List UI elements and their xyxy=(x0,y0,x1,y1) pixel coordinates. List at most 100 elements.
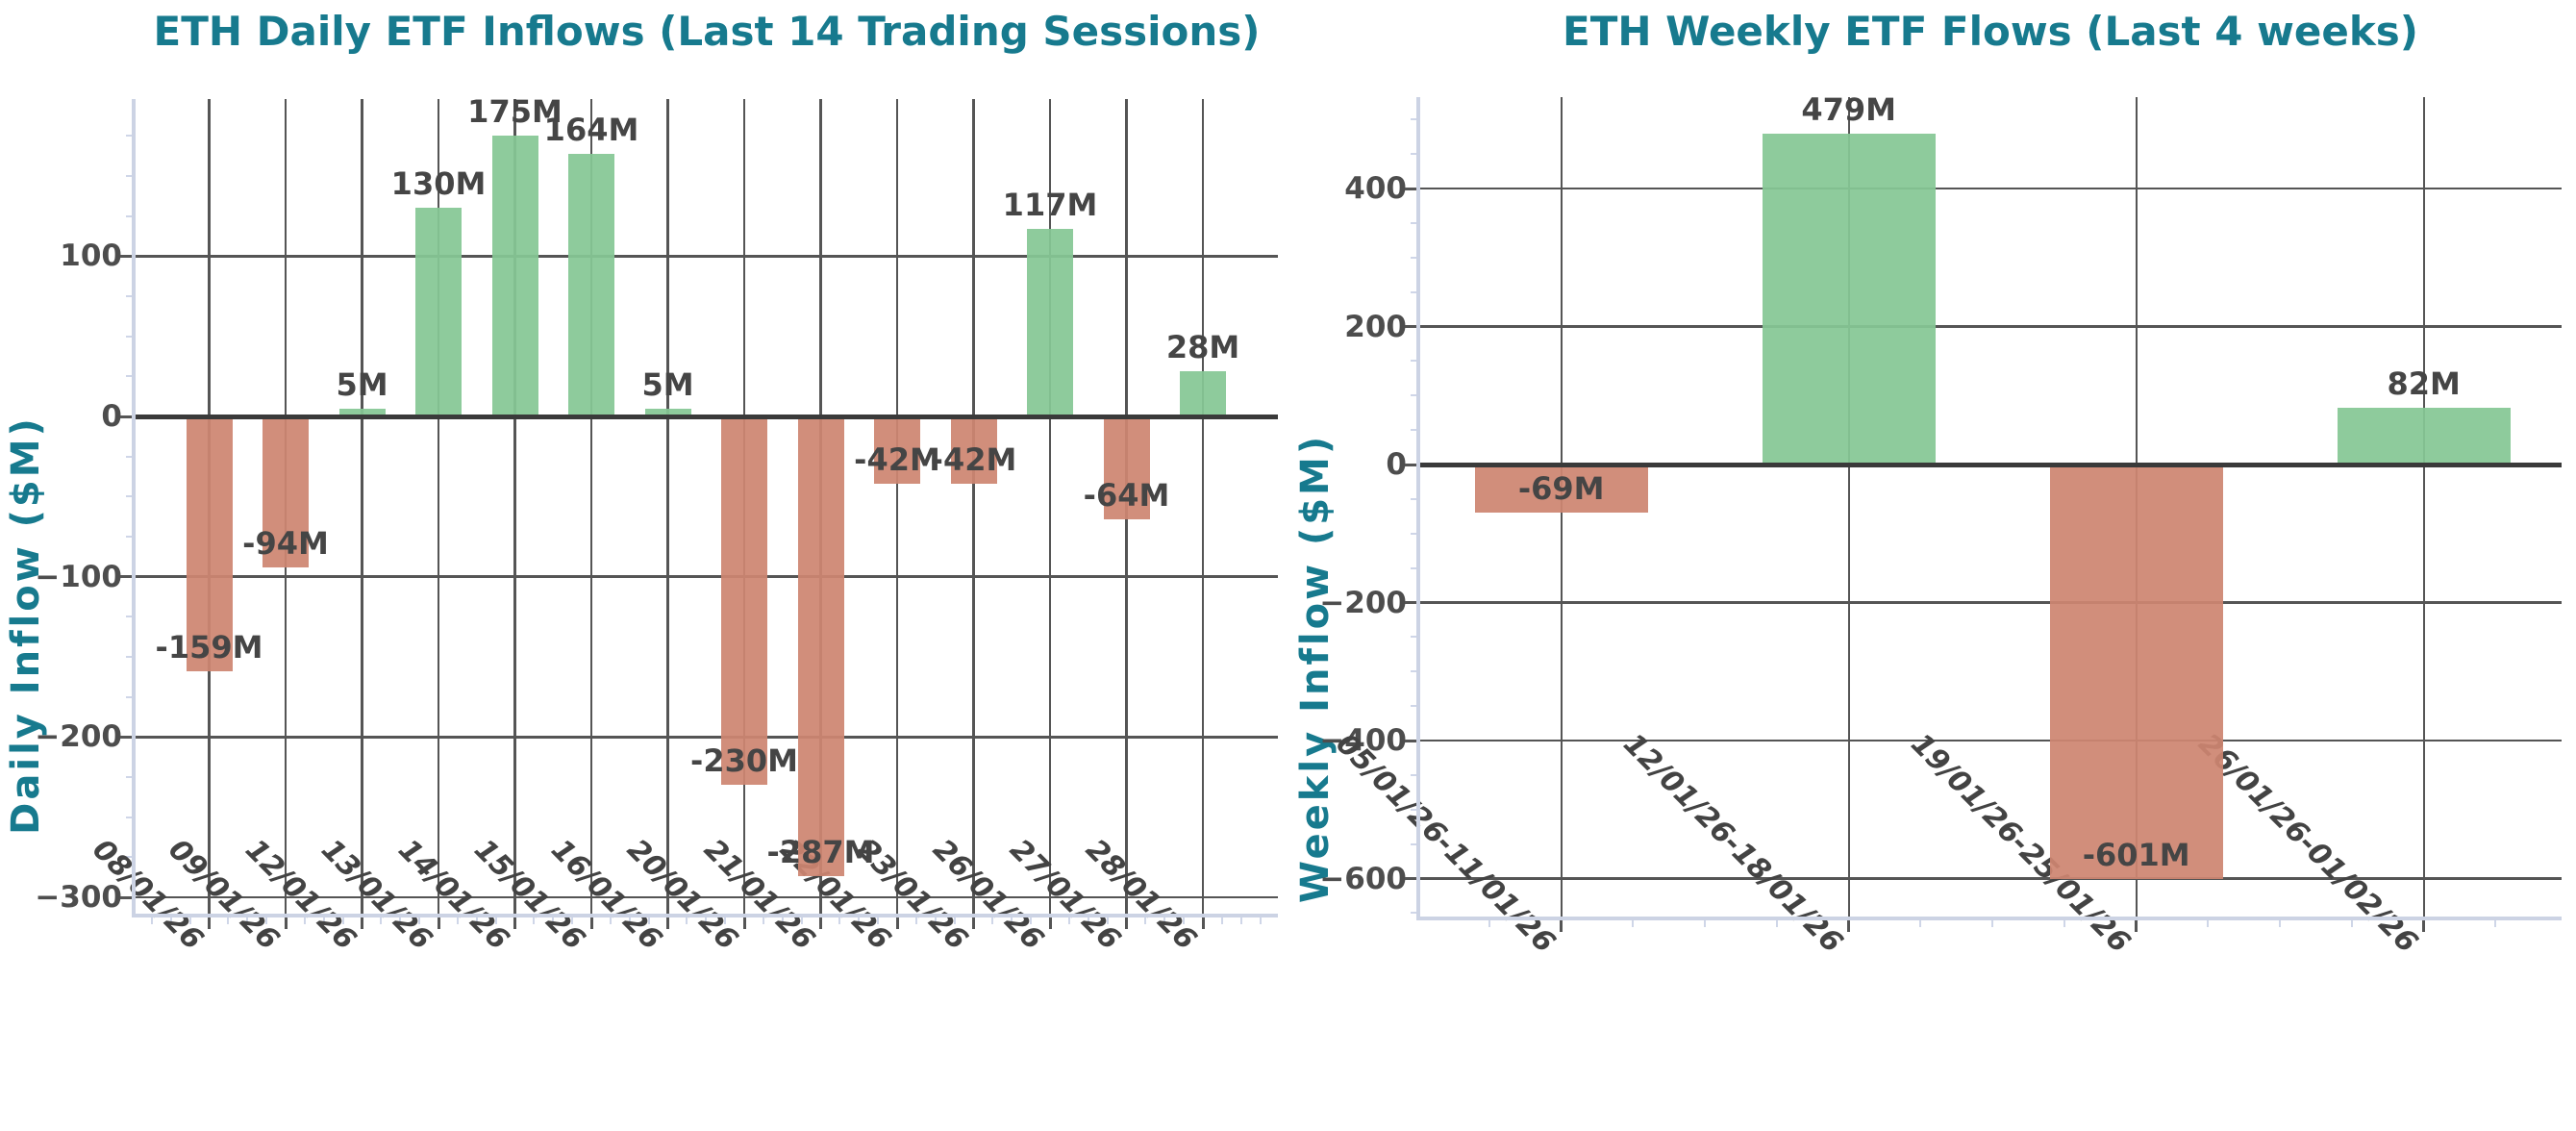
y-minor-tick xyxy=(126,294,132,297)
daily-chart-plot-area: -159M -94M 5M 130M 175M 164M 5M -230M -287M -42M -… xyxy=(35,93,1278,957)
x-minor-tick xyxy=(686,917,688,924)
bar-value-label: 117M xyxy=(1002,186,1098,223)
v-gridline xyxy=(1048,99,1052,914)
v-gridline xyxy=(361,99,363,914)
y-minor-tick xyxy=(1411,118,1416,121)
bottom-axis-spine xyxy=(132,914,1278,917)
x-minor-tick xyxy=(1106,917,1109,924)
x-major-tick xyxy=(513,917,516,929)
h-gridline xyxy=(1420,739,2562,742)
x-major-tick xyxy=(1560,920,1563,932)
x-minor-tick xyxy=(571,917,574,924)
x-minor-tick xyxy=(2279,920,2282,927)
x-minor-tick xyxy=(1067,917,1070,924)
x-minor-tick xyxy=(399,917,402,924)
x-minor-tick xyxy=(227,917,230,924)
x-tick-label: 05/01/26-11/01/26 xyxy=(1329,727,1562,960)
negative-bar xyxy=(1103,416,1150,519)
bar-value-label: 82M xyxy=(2387,365,2461,403)
x-minor-tick xyxy=(628,917,631,924)
x-minor-tick xyxy=(1220,917,1223,924)
daily-y-axis-label: Daily Inflow ($M) xyxy=(4,415,48,835)
x-minor-tick xyxy=(1163,917,1166,924)
x-minor-tick xyxy=(380,917,383,924)
y-major-tick xyxy=(1405,325,1416,328)
h-gridline xyxy=(136,575,1278,578)
y-tick-label: −100 xyxy=(35,559,122,594)
h-gridline xyxy=(1420,187,2562,190)
daily-chart-title: ETH Daily ETF Inflows (Last 14 Trading S… xyxy=(153,8,1261,55)
y-minor-tick xyxy=(1411,808,1416,811)
positive-bar xyxy=(415,208,462,416)
y-minor-tick xyxy=(126,214,132,217)
x-minor-tick xyxy=(475,917,478,924)
bar-value-label: -230M xyxy=(690,742,798,780)
bar-value-label: 479M xyxy=(1801,91,1897,129)
negative-bar xyxy=(797,416,844,877)
bar-value-label: 130M xyxy=(390,165,487,203)
x-major-tick xyxy=(589,917,593,929)
bar-value-label: 5M xyxy=(641,365,694,403)
y-minor-tick xyxy=(126,536,132,538)
x-major-tick xyxy=(1048,917,1052,929)
y-tick-label: 100 xyxy=(60,239,122,274)
y-minor-tick xyxy=(1411,153,1416,156)
y-minor-tick xyxy=(1411,842,1416,845)
x-minor-tick xyxy=(877,917,880,924)
positive-bar xyxy=(1762,134,1936,465)
x-minor-tick xyxy=(647,917,650,924)
y-major-tick xyxy=(120,415,132,418)
x-major-tick xyxy=(361,917,363,929)
positive-bar xyxy=(1180,371,1226,416)
v-gridline xyxy=(1847,97,1850,917)
x-minor-tick xyxy=(341,917,344,924)
y-major-tick xyxy=(120,735,132,739)
positive-bar xyxy=(1027,228,1073,416)
v-gridline xyxy=(1201,99,1205,914)
x-minor-tick xyxy=(724,917,727,924)
h-gridline xyxy=(1420,325,2562,328)
x-minor-tick xyxy=(705,917,708,924)
y-minor-tick xyxy=(1411,636,1416,639)
weekly-y-axis-label: Weekly Inflow ($M) xyxy=(1293,433,1338,904)
weekly-chart-title: ETH Weekly ETF Flows (Last 4 weeks) xyxy=(1563,8,2418,55)
x-major-tick xyxy=(208,917,211,929)
x-minor-tick xyxy=(762,917,764,924)
x-minor-tick xyxy=(1087,917,1089,924)
x-minor-tick xyxy=(1144,917,1147,924)
y-tick-label: −400 xyxy=(1319,723,1407,758)
x-minor-tick xyxy=(609,917,612,924)
y-minor-tick xyxy=(1411,429,1416,432)
x-minor-tick xyxy=(169,917,172,924)
y-minor-tick xyxy=(126,695,132,698)
negative-bar xyxy=(721,416,767,786)
x-minor-tick xyxy=(1011,917,1013,924)
h-gridline xyxy=(1420,601,2562,604)
negative-bar xyxy=(186,416,233,671)
bar-value-label: -601M xyxy=(2082,837,2190,874)
bar-value-label: 28M xyxy=(1165,329,1240,366)
x-minor-tick xyxy=(1704,920,1707,927)
x-minor-tick xyxy=(494,917,497,924)
x-minor-tick xyxy=(1239,917,1242,924)
h-gridline xyxy=(136,895,1278,899)
y-major-tick xyxy=(120,895,132,899)
x-minor-tick xyxy=(858,917,861,924)
y-tick-label: 0 xyxy=(101,399,122,434)
y-minor-tick xyxy=(126,335,132,338)
y-tick-label: −200 xyxy=(1319,585,1407,620)
y-tick-label: −200 xyxy=(35,719,122,755)
y-minor-tick xyxy=(126,816,132,818)
x-minor-tick xyxy=(2350,920,2353,927)
x-tick-label: 12/01/26-18/01/26 xyxy=(1616,727,1849,960)
x-minor-tick xyxy=(265,917,268,924)
x-minor-tick xyxy=(953,917,956,924)
x-major-tick xyxy=(819,917,822,929)
y-minor-tick xyxy=(1411,670,1416,673)
y-minor-tick xyxy=(126,135,132,138)
h-gridline xyxy=(1420,877,2562,880)
negative-bar xyxy=(874,416,920,484)
y-minor-tick xyxy=(1411,497,1416,500)
x-minor-tick xyxy=(2494,920,2497,927)
